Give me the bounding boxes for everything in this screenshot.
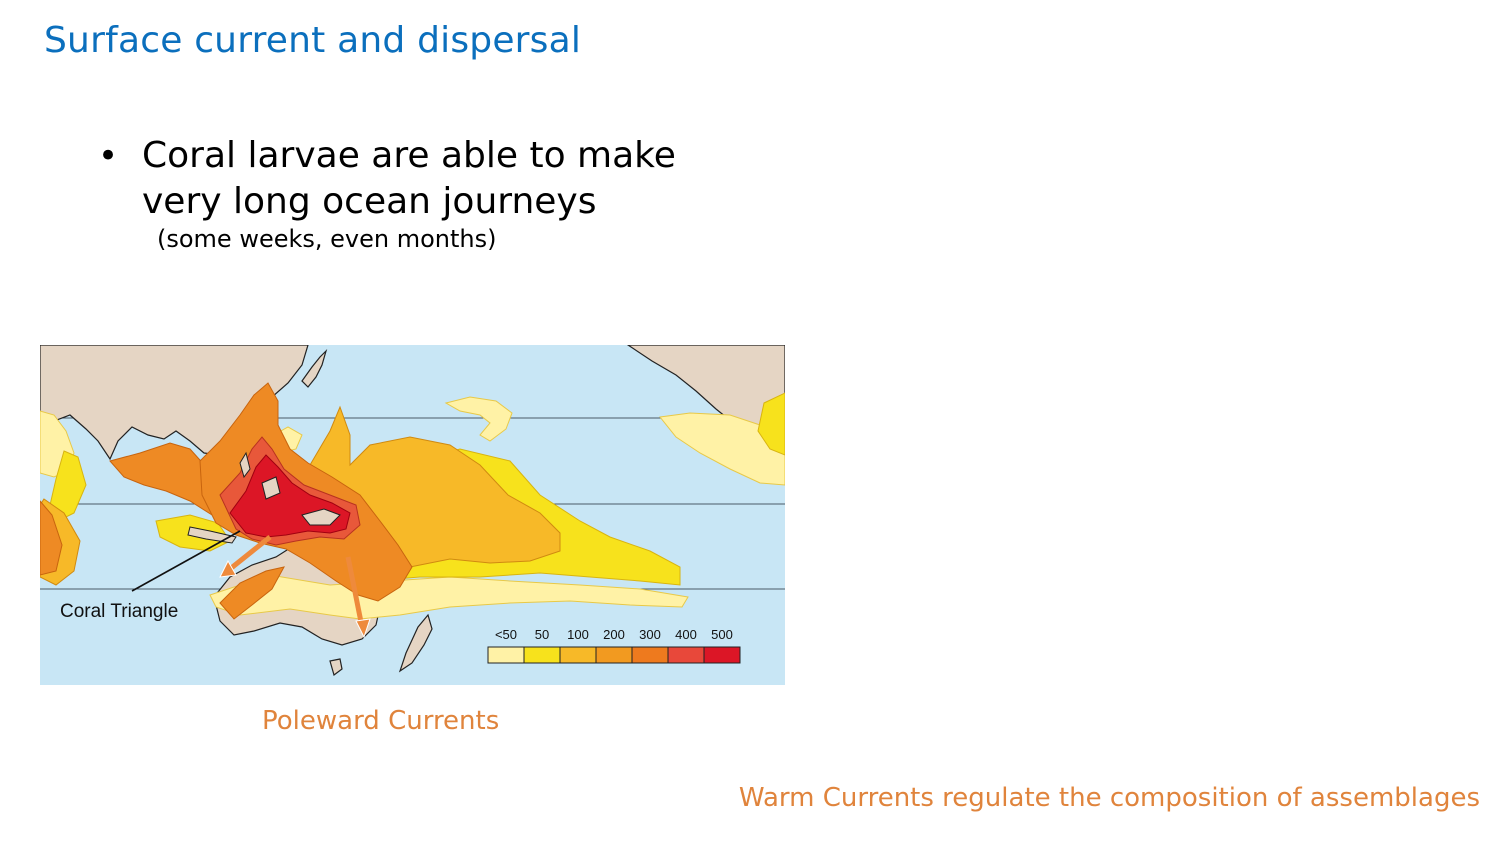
legend-swatch [595, 646, 633, 664]
legend-label: 100 [567, 627, 589, 642]
legend-swatch [559, 646, 597, 664]
legend-swatch [631, 646, 669, 664]
bullet-note: (some weeks, even months) [157, 225, 497, 253]
indonesian-islands [187, 451, 341, 544]
current-arrow-icon [228, 535, 365, 628]
legend-swatch [667, 646, 705, 664]
bullet-item: • Coral larvae are able to make very lon… [98, 133, 742, 225]
callout-label: Coral Triangle [60, 601, 178, 622]
coral-diversity-map: Coral Triangle <50 50 100 200 300 400 500 [40, 345, 785, 685]
legend-label: 50 [535, 627, 549, 642]
legend-label: 500 [711, 627, 733, 642]
callout-line [131, 530, 241, 592]
legend: <50 50 100 200 300 400 500 [487, 627, 741, 664]
legend-swatch [487, 646, 525, 664]
legend-label: 400 [675, 627, 697, 642]
legend-swatch [703, 646, 741, 664]
bullet-text: Coral larvae are able to make very long … [142, 135, 676, 222]
bullet-list: • Coral larvae are able to make very lon… [98, 133, 742, 225]
footnote-text: Warm Currents regulate the composition o… [738, 783, 1480, 813]
legend-swatch [523, 646, 561, 664]
japan-island [301, 348, 328, 388]
map-caption: Poleward Currents [262, 706, 500, 736]
bullet-icon: • [98, 136, 119, 176]
arrowheads [219, 559, 371, 639]
slide-title: Surface current and dispersal [44, 20, 582, 61]
legend-label: 300 [639, 627, 661, 642]
new-zealand-island [398, 613, 433, 673]
legend-label: 200 [603, 627, 625, 642]
tasmania-island [329, 658, 343, 677]
legend-label: <50 [495, 627, 517, 642]
